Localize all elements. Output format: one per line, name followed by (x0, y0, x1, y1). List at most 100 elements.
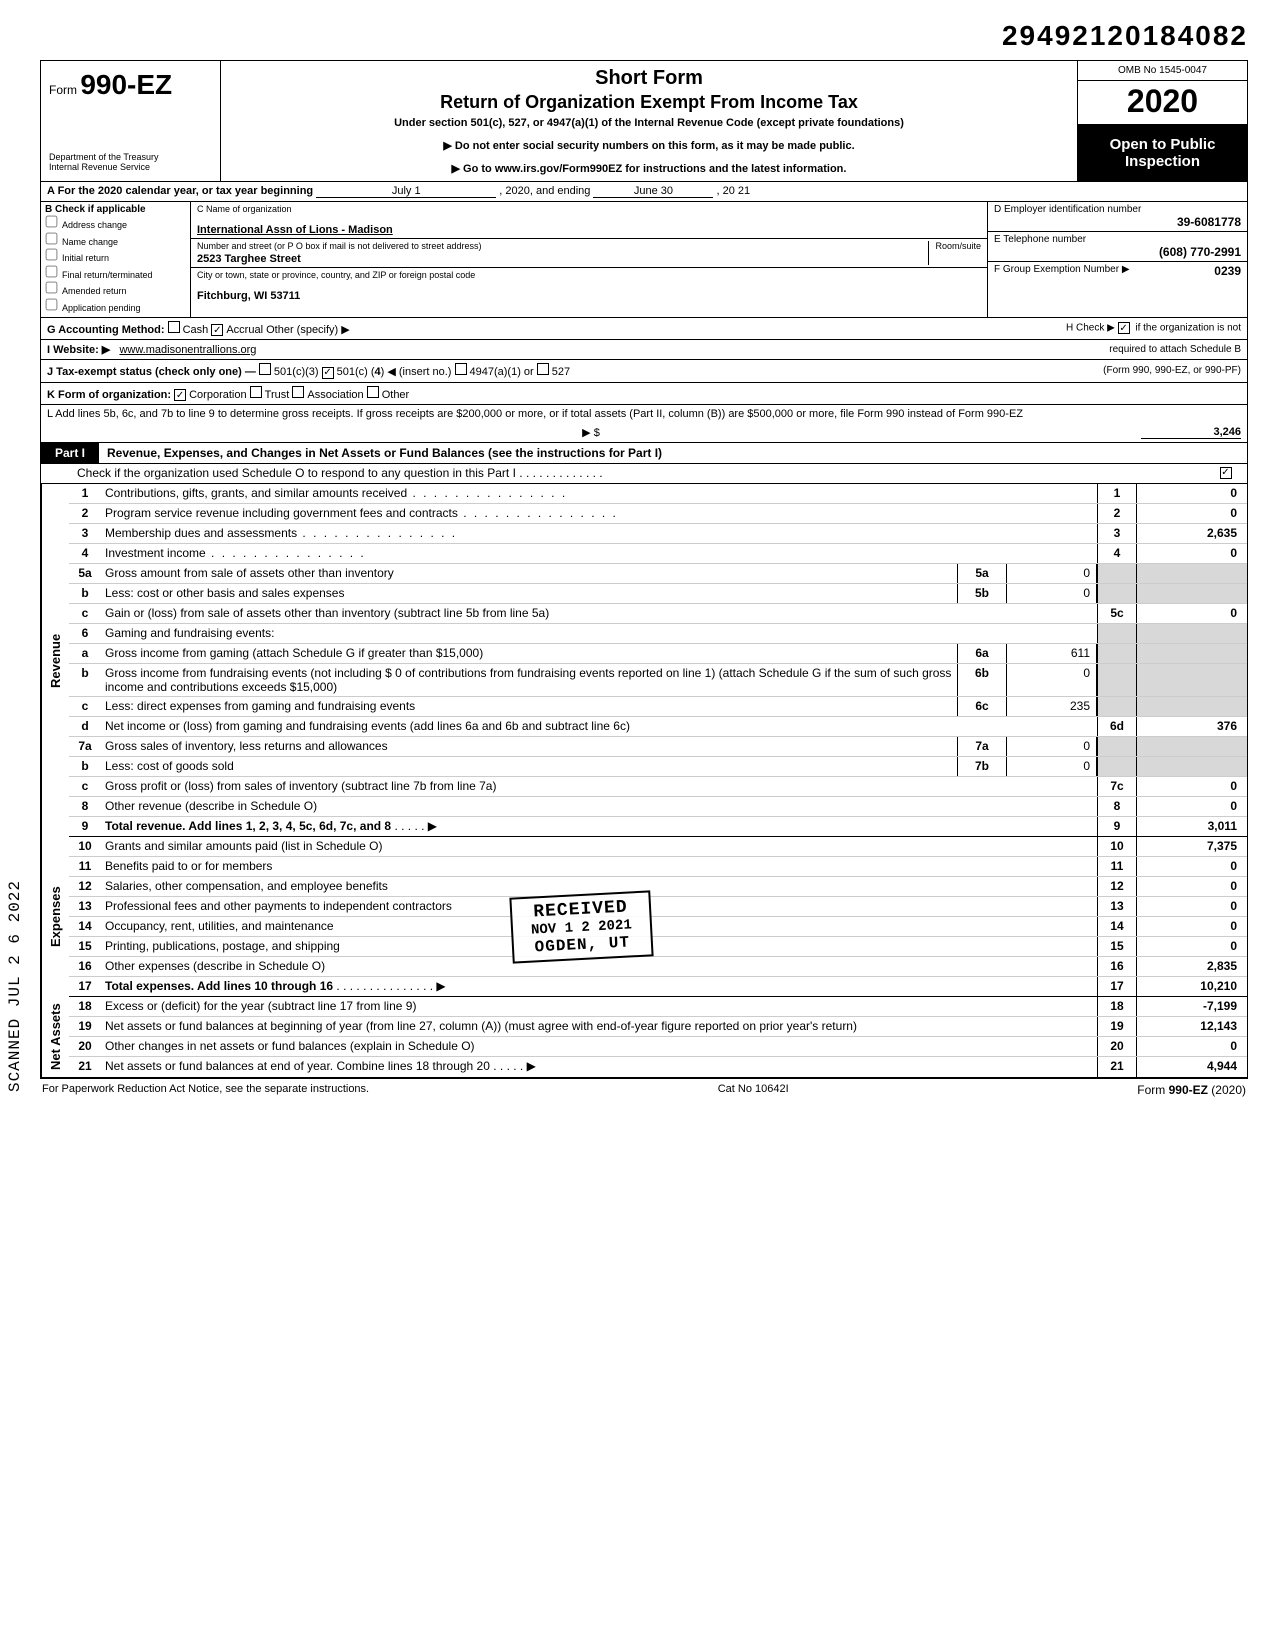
street-address: 2523 Targhee Street (197, 253, 920, 265)
dept-treasury: Department of the Treasury Internal Reve… (49, 153, 212, 173)
line-k: K Form of organization: Corporation Trus… (47, 386, 409, 402)
org-name: International Assn of Lions - Madison (197, 224, 981, 236)
cb-schedule-b[interactable] (1118, 322, 1130, 334)
amt-5a: 0 (1007, 564, 1097, 583)
schedule-o-check: Check if the organization used Schedule … (73, 464, 1207, 482)
form-header: Form 990-EZ Department of the Treasury I… (40, 60, 1248, 181)
amt-19: 12,143 (1137, 1017, 1247, 1036)
line-g: G Accounting Method: Cash Accrual Other … (47, 321, 350, 337)
cb-final-return[interactable]: Final return/terminated (45, 265, 186, 282)
amt-21: 4,944 (1137, 1057, 1247, 1077)
section-d-e-f: D Employer identification number 39-6081… (987, 202, 1247, 317)
line-h: H Check ▶ if the organization is not (1066, 322, 1241, 334)
cb-trust[interactable] (250, 386, 262, 398)
ein: 39-6081778 (994, 215, 1241, 229)
cb-501c[interactable] (322, 367, 334, 379)
amt-6a: 611 (1007, 644, 1097, 663)
cb-association[interactable] (292, 386, 304, 398)
open-to-public: Open to Public Inspection (1078, 124, 1247, 181)
amt-14: 0 (1137, 917, 1247, 936)
cb-initial-return[interactable]: Initial return (45, 248, 186, 265)
cb-corporation[interactable] (174, 389, 186, 401)
room-suite-label: Room/suite (928, 241, 981, 265)
cb-other-org[interactable] (367, 386, 379, 398)
amt-12: 0 (1137, 877, 1247, 896)
scanned-stamp: SCANNED JUL 2 6 2022 (6, 880, 24, 1092)
omb-number: OMB No 1545-0047 (1078, 61, 1247, 81)
amt-9-total-revenue: 3,011 (1137, 817, 1247, 836)
city-state-zip: Fitchburg, WI 53711 (197, 290, 981, 302)
addr-label: Number and street (or P O box if mail is… (197, 241, 920, 251)
section-c: C Name of organization International Ass… (191, 202, 987, 317)
cb-amended-return[interactable]: Amended return (45, 281, 186, 298)
gross-receipts: 3,246 (1141, 426, 1241, 439)
line-h-2: required to attach Schedule B (1109, 344, 1241, 355)
amt-11: 0 (1137, 857, 1247, 876)
line-l: L Add lines 5b, 6c, and 7b to line 9 to … (47, 408, 1241, 420)
ein-label: D Employer identification number (994, 204, 1241, 215)
cb-application-pending[interactable]: Application pending (45, 298, 186, 315)
amt-5b: 0 (1007, 584, 1097, 603)
amt-7c: 0 (1137, 777, 1247, 796)
part-i-body: Check if the organization used Schedule … (40, 464, 1248, 1078)
title-return: Return of Organization Exempt From Incom… (231, 92, 1067, 113)
group-exempt-number: 0239 (1214, 264, 1241, 278)
cb-name-change[interactable]: Name change (45, 232, 186, 249)
org-name-label: C Name of organization (197, 204, 981, 214)
note-url: ▶ Go to www.irs.gov/Form990EZ for instru… (231, 162, 1067, 175)
amt-1: 0 (1137, 484, 1247, 503)
line-i: I Website: ▶ www.madisonentrallions.org (47, 343, 256, 356)
title-short-form: Short Form (231, 67, 1067, 90)
amt-6c: 235 (1007, 697, 1097, 716)
phone-label: E Telephone number (994, 234, 1241, 245)
cb-address-change[interactable]: Address change (45, 215, 186, 232)
amt-4: 0 (1137, 544, 1247, 563)
group-exempt-label: F Group Exemption (994, 264, 1081, 275)
row-a-tax-year: A For the 2020 calendar year, or tax yea… (40, 181, 1248, 202)
part-i-tab: Part I (41, 443, 99, 463)
amt-10: 7,375 (1137, 837, 1247, 856)
lines-g-to-l: G Accounting Method: Cash Accrual Other … (40, 318, 1248, 444)
note-ssn: ▶ Do not enter social security numbers o… (231, 139, 1067, 152)
side-revenue: Revenue (41, 484, 69, 837)
amt-16: 2,835 (1137, 957, 1247, 976)
part-i-header: Part I Revenue, Expenses, and Changes in… (40, 443, 1248, 464)
amt-6b: 0 (1007, 664, 1097, 696)
cb-cash[interactable] (168, 321, 180, 333)
cb-4947[interactable] (455, 363, 467, 375)
amt-5c: 0 (1137, 604, 1247, 623)
form-ref: Form 990-EZ (2020) (1137, 1083, 1246, 1097)
amt-17-total-expenses: 10,210 (1137, 977, 1247, 996)
box-1: 1 (1097, 484, 1137, 503)
line-j: J Tax-exempt status (check only one) — 5… (47, 363, 570, 379)
cat-no: Cat No 10642I (718, 1083, 789, 1097)
amt-18: -7,199 (1137, 997, 1247, 1016)
phone: (608) 770-2991 (994, 245, 1241, 259)
section-b-c-d: B Check if applicable Address change Nam… (40, 202, 1248, 318)
amt-6d: 376 (1137, 717, 1247, 736)
document-locator-number: 29492120184082 (40, 20, 1248, 52)
tax-year: 2020 (1078, 81, 1247, 124)
subtitle: Under section 501(c), 527, or 4947(a)(1)… (231, 117, 1067, 129)
footer: For Paperwork Reduction Act Notice, see … (40, 1078, 1248, 1101)
amt-13: 0 (1137, 897, 1247, 916)
side-expenses: Expenses (41, 837, 69, 997)
amt-7b: 0 (1007, 757, 1097, 776)
form-number: Form 990-EZ (49, 69, 212, 101)
side-net-assets: Net Assets (41, 997, 69, 1077)
line-h-3: (Form 990, 990-EZ, or 990-PF) (1103, 365, 1241, 376)
amt-8: 0 (1137, 797, 1247, 816)
city-label: City or town, state or province, country… (197, 270, 981, 280)
cb-527[interactable] (537, 363, 549, 375)
cb-accrual[interactable] (211, 324, 223, 336)
paperwork-notice: For Paperwork Reduction Act Notice, see … (42, 1083, 369, 1097)
cb-501c3[interactable] (259, 363, 271, 375)
section-b: B Check if applicable Address change Nam… (41, 202, 191, 317)
amt-7a: 0 (1007, 737, 1097, 756)
cb-schedule-o[interactable] (1220, 467, 1232, 479)
part-i-title: Revenue, Expenses, and Changes in Net As… (99, 443, 670, 463)
amt-20: 0 (1137, 1037, 1247, 1056)
amt-15: 0 (1137, 937, 1247, 956)
amt-3: 2,635 (1137, 524, 1247, 543)
amt-2: 0 (1137, 504, 1247, 523)
